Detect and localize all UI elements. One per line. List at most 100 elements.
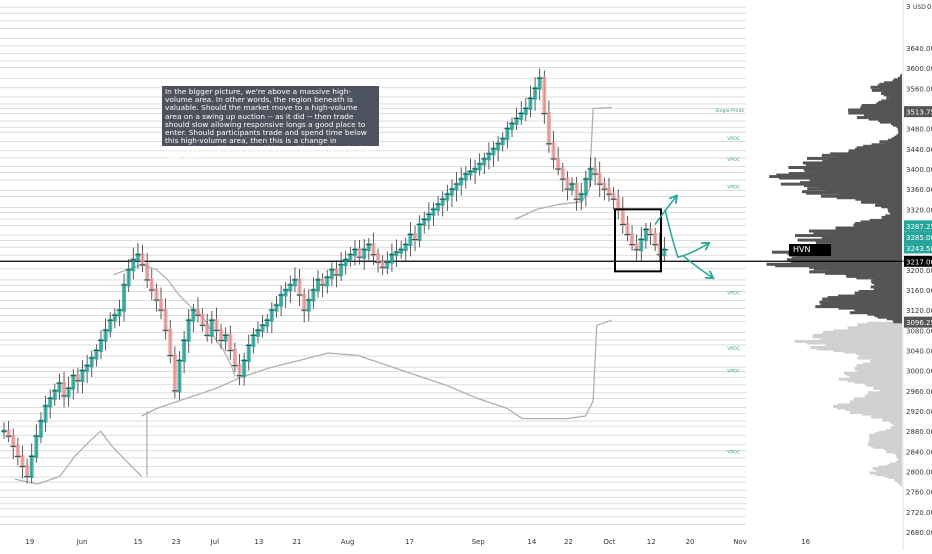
- profile-bar: [890, 426, 902, 430]
- profile-bar: [848, 150, 902, 154]
- vpoc-label: VPOC: [727, 157, 740, 163]
- profile-bar: [854, 380, 902, 384]
- profile-bar: [864, 113, 902, 117]
- profile-bar: [861, 412, 902, 416]
- profile-bar: [861, 103, 902, 107]
- profile-bar: [886, 317, 902, 321]
- candle-body: [11, 434, 16, 448]
- profile-bar: [869, 438, 902, 442]
- x-tick-label: Jul: [210, 538, 220, 546]
- y-tick-label: 2760.00: [906, 489, 932, 497]
- profile-bar: [894, 451, 902, 455]
- profile-bar: [848, 149, 902, 153]
- profile-bar: [842, 228, 902, 231]
- profile-bar: [861, 200, 902, 204]
- profile-bar: [886, 96, 902, 100]
- profile-bar: [896, 134, 902, 138]
- candle-body: [606, 187, 611, 196]
- profile-bar: [871, 436, 902, 440]
- profile-bar: [815, 243, 902, 247]
- profile-bar: [803, 167, 902, 171]
- candle-body: [145, 263, 150, 282]
- profile-bar: [847, 327, 902, 331]
- candle-body: [630, 233, 635, 247]
- profile-bar: [894, 479, 902, 483]
- profile-bar: [856, 116, 902, 120]
- profile-bar: [863, 144, 902, 148]
- profile-bar: [893, 423, 902, 427]
- profile-bar: [871, 280, 902, 284]
- profile-bar: [885, 214, 902, 218]
- profile-bar: [855, 197, 902, 201]
- profile-bar: [874, 282, 902, 286]
- candle-body: [89, 356, 94, 368]
- profile-bar: [872, 466, 902, 470]
- candle-body: [219, 328, 224, 342]
- currency-label: USD: [913, 4, 926, 11]
- candle-body: [255, 328, 260, 337]
- profile-bar: [880, 389, 902, 393]
- profile-bar: [819, 300, 902, 304]
- profile-bar: [821, 153, 902, 157]
- profile-bar: [820, 302, 902, 306]
- candle-body: [159, 298, 164, 312]
- profile-bar: [772, 250, 902, 254]
- candle-body: [579, 192, 584, 201]
- profile-bar: [871, 279, 902, 283]
- profile-bar: [797, 246, 902, 250]
- profile-bar: [870, 444, 902, 448]
- time-axis: 19 Jun 15 23 Jul 13 21 Aug 17 Sep 14 22 Oct 12 20 Nov 16: [25, 538, 810, 546]
- profile-bar: [827, 268, 902, 272]
- profile-bar: [818, 185, 902, 189]
- profile-bar: [898, 126, 902, 130]
- candle-body: [283, 288, 288, 297]
- profile-bar: [857, 398, 902, 402]
- profile-bar: [828, 158, 902, 162]
- profile-bar: [867, 442, 902, 446]
- candle-body: [371, 243, 376, 257]
- profile-bar: [845, 407, 902, 411]
- x-tick-label: 17: [405, 538, 414, 546]
- candle-body: [108, 318, 113, 332]
- september-va-high-line: [514, 106, 612, 220]
- profile-bar: [875, 432, 902, 436]
- candle-body: [316, 278, 321, 292]
- candle-body: [436, 202, 441, 211]
- candle-body: [302, 293, 307, 312]
- candle-body: [154, 288, 159, 302]
- y-tick-label: 2920.00: [906, 408, 932, 416]
- y-tick-label: 2960.00: [906, 388, 932, 396]
- profile-bar: [860, 107, 902, 110]
- profile-bar: [849, 376, 902, 380]
- candle-body: [334, 268, 339, 277]
- candle-body: [177, 359, 182, 393]
- profile-bar: [786, 258, 902, 262]
- profile-bar: [856, 409, 902, 413]
- profile-bar: [879, 120, 902, 124]
- price-badge-label: 3096.25: [906, 319, 932, 327]
- profile-bar: [815, 305, 902, 309]
- candle-body: [75, 374, 80, 383]
- profile-bar: [807, 249, 902, 253]
- profile-bar: [885, 450, 902, 454]
- profile-bar: [879, 140, 902, 144]
- candle-body: [376, 253, 381, 264]
- profile-bar: [806, 191, 902, 195]
- candle-body: [486, 152, 491, 161]
- profile-bar: [788, 165, 902, 169]
- profile-bar: [830, 152, 902, 156]
- profile-bar: [875, 473, 902, 477]
- profile-bar: [808, 229, 902, 233]
- profile-bar: [825, 188, 902, 192]
- profile-bar: [837, 403, 902, 407]
- x-tick-label: Aug: [341, 538, 355, 546]
- profile-bar: [897, 76, 902, 80]
- profile-bar: [797, 238, 902, 242]
- profile-bar: [855, 147, 902, 151]
- price-axis: 3640.003600.003560.003520.003480.003440.…: [902, 0, 932, 550]
- candle-body: [514, 117, 519, 126]
- vwap-line: [14, 430, 143, 485]
- candle-body: [343, 258, 348, 267]
- candle-body: [500, 137, 505, 146]
- candle-body: [588, 167, 593, 181]
